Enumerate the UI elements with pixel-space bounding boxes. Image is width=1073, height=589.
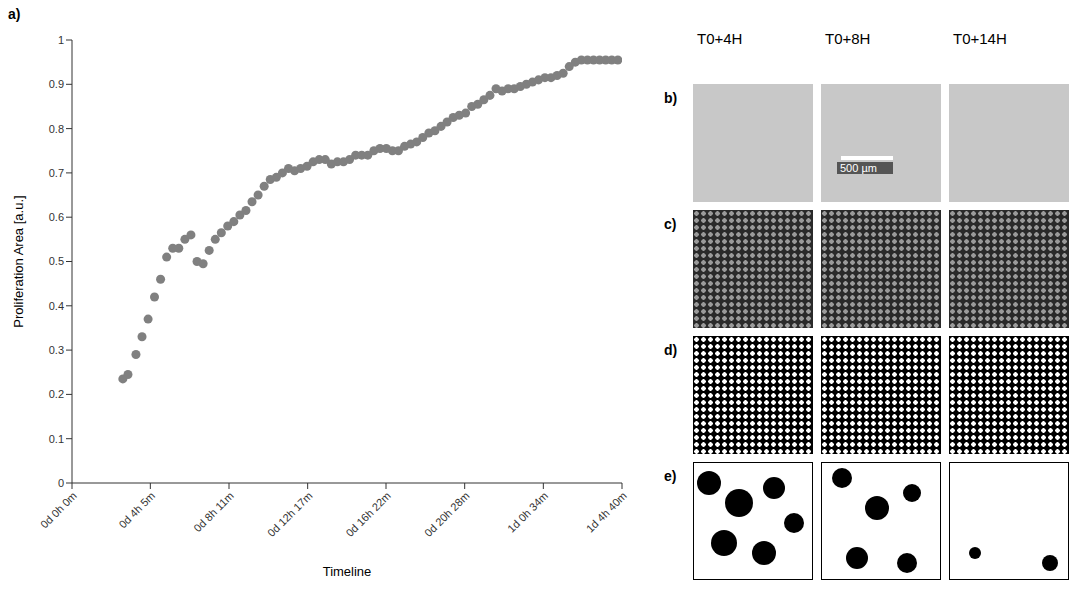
html-text:a): a) <box>8 6 21 22</box>
svg-text:0.3: 0.3 <box>49 344 64 356</box>
svg-text:0.7: 0.7 <box>49 167 64 179</box>
svg-text:0d 8h 11m: 0d 8h 11m <box>191 489 236 534</box>
svg-text:0.4: 0.4 <box>49 300 64 312</box>
svg-text:Timeline: Timeline <box>323 564 372 579</box>
svg-text:1: 1 <box>58 34 64 46</box>
html-text:500 µm: 500 µm <box>840 162 877 174</box>
html-text:d): d) <box>664 342 678 358</box>
svg-text:1d 4h 40m: 1d 4h 40m <box>584 489 629 534</box>
svg-text:0d 16h 22m: 0d 16h 22m <box>343 489 393 539</box>
svg-text:0.1: 0.1 <box>49 433 64 445</box>
svg-text:0d 0h 0m: 0d 0h 0m <box>38 489 79 530</box>
svg-text:0.2: 0.2 <box>49 388 64 400</box>
svg-text:0.6: 0.6 <box>49 211 64 223</box>
svg-text:0: 0 <box>58 477 64 489</box>
svg-text:0d 12h 17m: 0d 12h 17m <box>265 489 315 539</box>
svg-text:0d 20h 28m: 0d 20h 28m <box>422 489 472 539</box>
html-text:c): c) <box>664 216 677 232</box>
svg-text:1d 0h 34m: 1d 0h 34m <box>505 489 550 534</box>
html-text:T0+4H: T0+4H <box>697 30 743 47</box>
html-text:e): e) <box>664 468 677 484</box>
svg-text:0.9: 0.9 <box>49 78 64 90</box>
html-text:T0+14H: T0+14H <box>953 30 1007 47</box>
svg-text:0.5: 0.5 <box>49 255 64 267</box>
html-text:b): b) <box>664 90 678 106</box>
svg-text:0.8: 0.8 <box>49 123 64 135</box>
svg-text:Proliferation Area [a.u.]: Proliferation Area [a.u.] <box>11 195 26 327</box>
html-text:T0+8H: T0+8H <box>825 30 871 47</box>
svg-text:0d 4h 5m: 0d 4h 5m <box>116 489 157 530</box>
